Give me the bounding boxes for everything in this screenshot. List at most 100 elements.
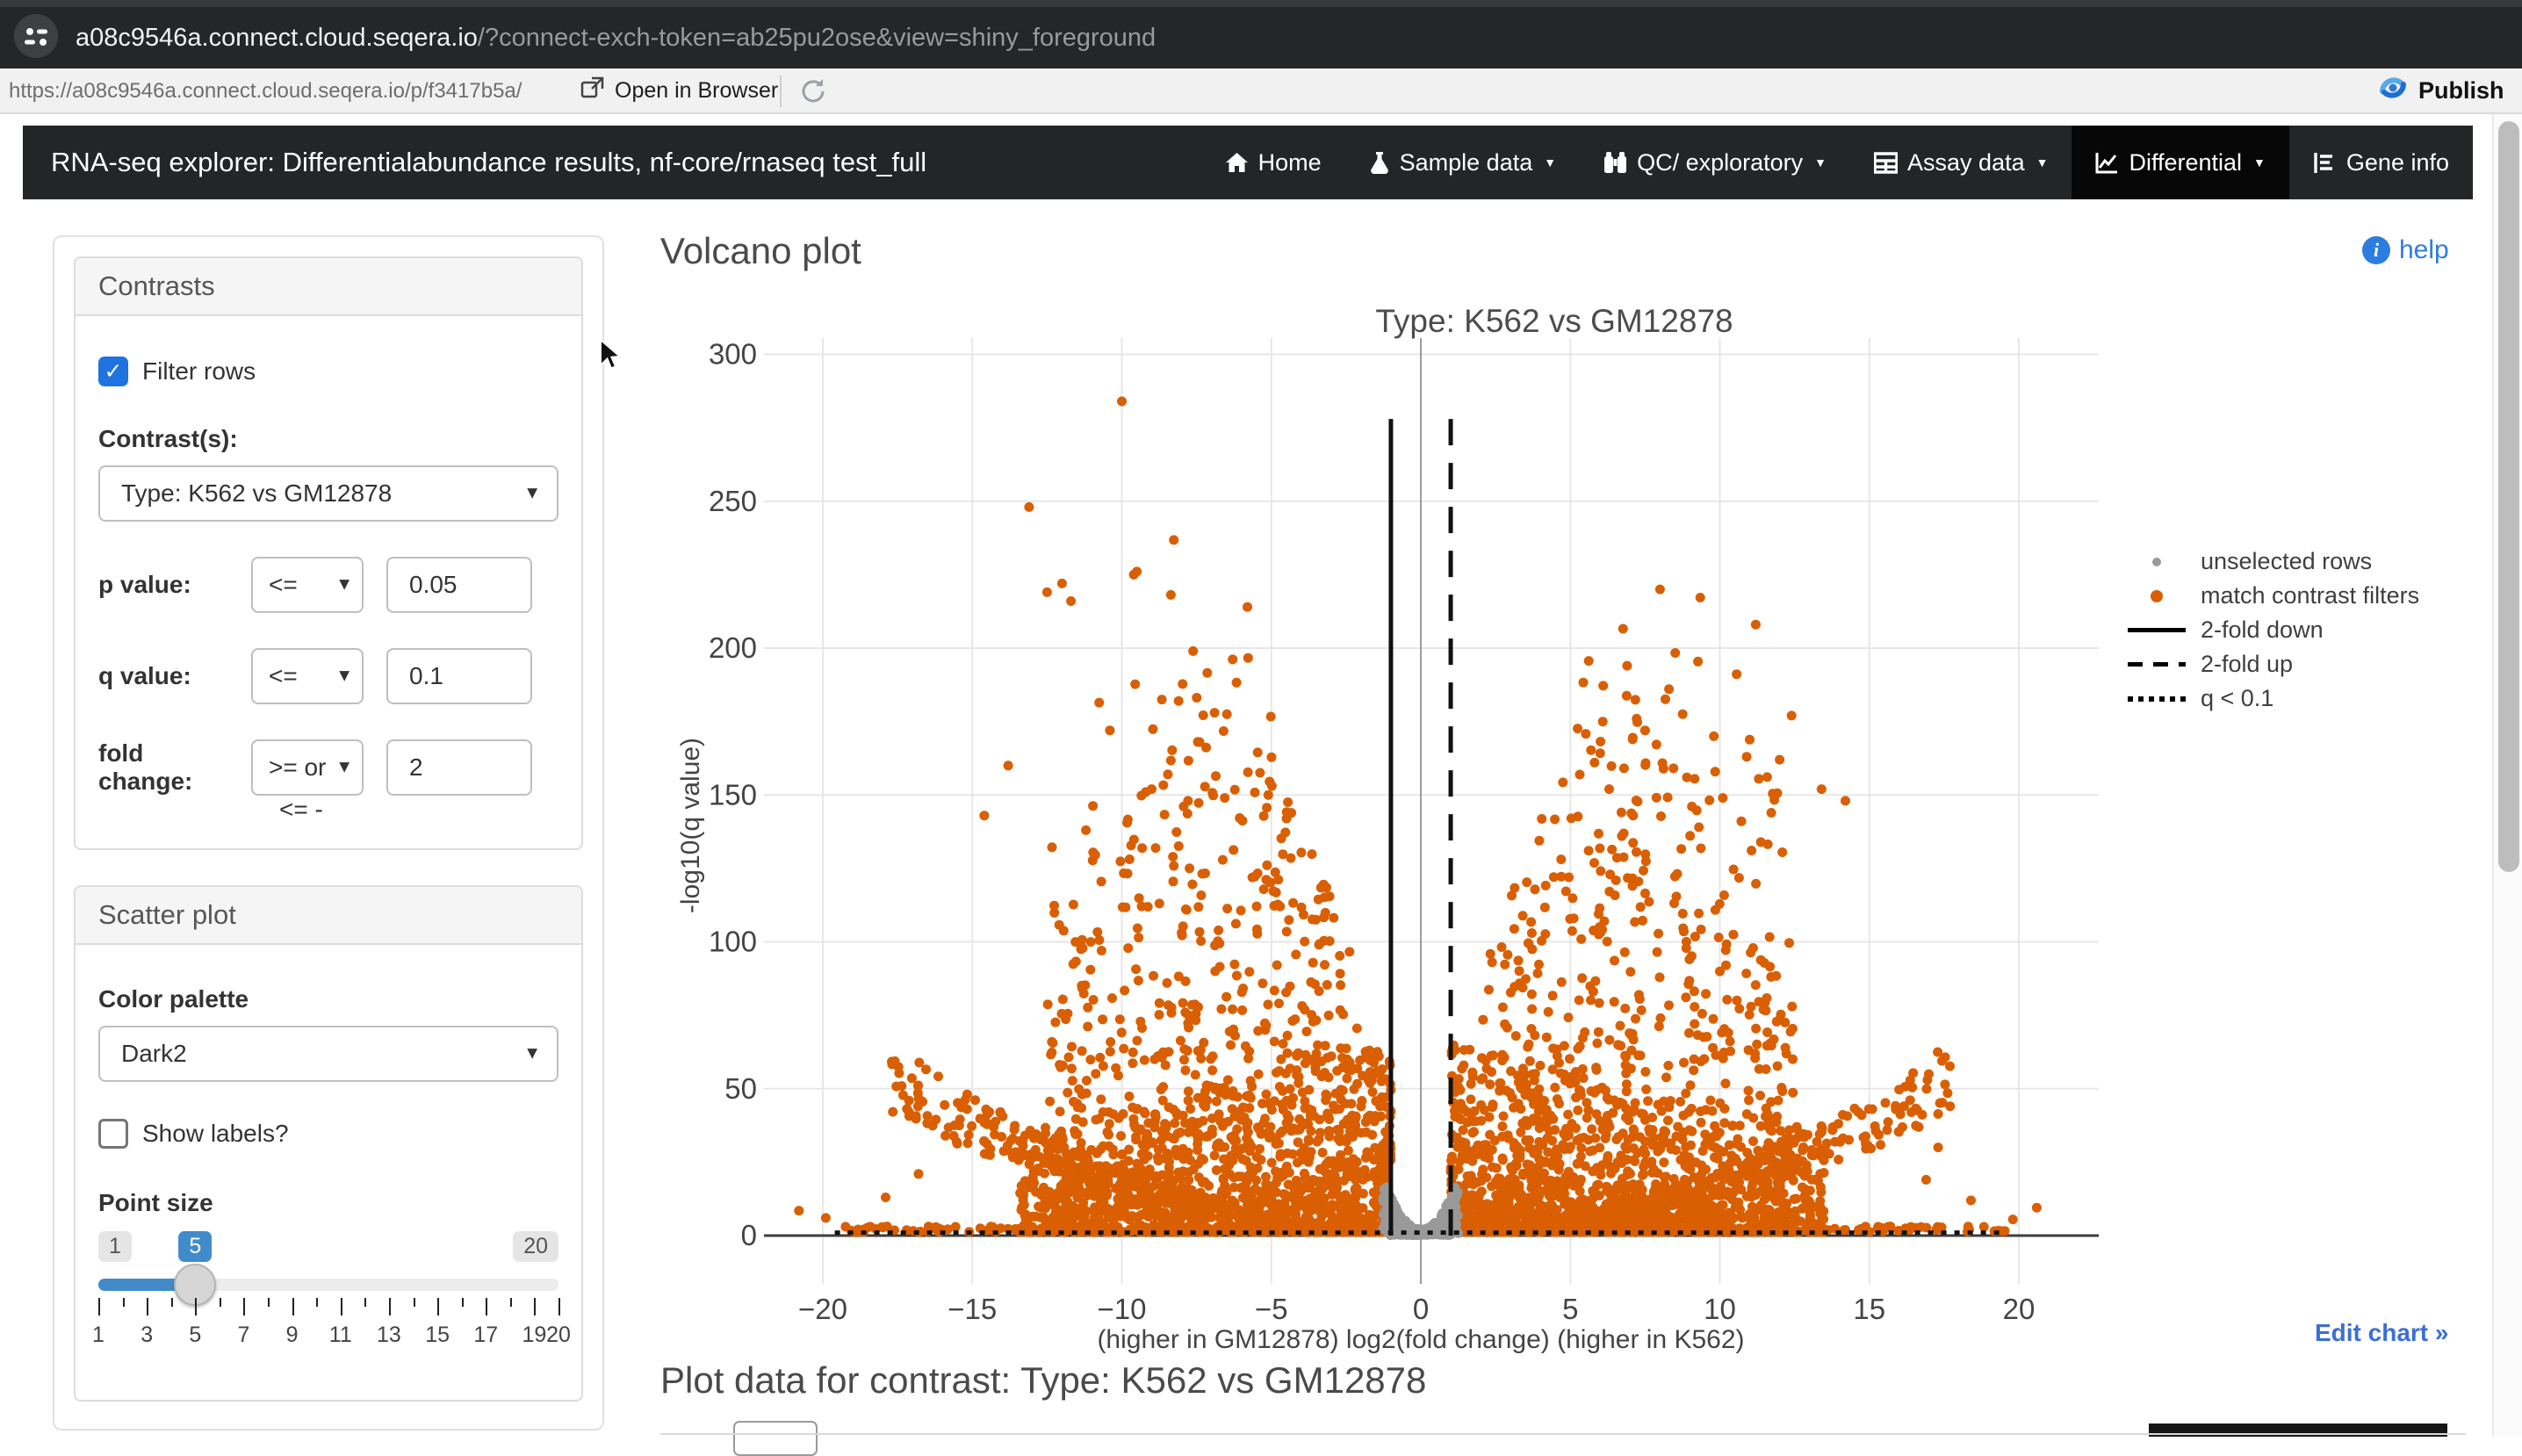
nav-label: Home <box>1258 149 1322 177</box>
fold-change-operator-overflow: <= - <box>279 796 323 824</box>
slider-ticks <box>98 1298 558 1317</box>
grey-dot-icon <box>2125 558 2188 566</box>
table-icon <box>1874 151 1898 175</box>
contrast-label: Contrast(s): <box>98 425 558 453</box>
tab-url-query: /?connect-exch-token=ab25pu2ose&view=shi… <box>478 24 1156 52</box>
legend-item-unselected: unselected rows <box>2125 544 2419 579</box>
address-url: https://a08c9546a.connect.cloud.seqera.i… <box>9 68 522 112</box>
filter-rows-checkbox[interactable]: ✓ <box>98 357 128 386</box>
flask-icon <box>1369 151 1390 175</box>
help-label: help <box>2399 235 2449 265</box>
plot-data-heading: Plot data for contrast: Type: K562 vs GM… <box>660 1359 1426 1402</box>
table-top-border <box>660 1433 2466 1435</box>
open-in-browser-icon <box>580 75 606 107</box>
nav-item-differential[interactable]: Differential ▼ <box>2072 126 2288 199</box>
p-value-label: p value: <box>98 571 228 599</box>
toolbar-divider <box>780 76 782 107</box>
dotted-line-icon <box>2125 696 2188 702</box>
contrast-select[interactable]: Type: K562 vs GM12878 ▼ <box>98 465 558 522</box>
p-value-operator-select[interactable]: <= ▼ <box>251 557 364 613</box>
legend-item-q-threshold: q < 0.1 <box>2125 681 2419 716</box>
tab-favicon-sliders-icon <box>14 14 58 58</box>
scatter-panel-title: Scatter plot <box>76 887 581 945</box>
app-title: RNA-seq explorer: Differentialabundance … <box>23 126 926 199</box>
fold-change-row: fold change: >= or ▼ <= - 2 <box>98 739 558 796</box>
chevron-down-icon: ▼ <box>1544 155 1556 169</box>
q-value-row: q value: <= ▼ 0.1 <box>98 648 558 704</box>
refresh-icon[interactable] <box>797 76 829 112</box>
q-value-label: q value: <box>98 662 228 690</box>
p-value-input[interactable]: 0.05 <box>386 557 532 613</box>
list-icon <box>2313 151 2337 175</box>
slider-min-chip: 1 <box>98 1231 132 1262</box>
nav-label: QC/ exploratory <box>1637 149 1803 177</box>
browser-titlebar: a08c9546a.connect.cloud.seqera.io/?conne… <box>0 0 2522 68</box>
p-value-row: p value: <= ▼ 0.05 <box>98 557 558 613</box>
scatter-plot-panel: Scatter plot Color palette Dark2 ▼ Show … <box>74 885 583 1402</box>
nav-label: Gene info <box>2346 149 2449 177</box>
home-icon <box>1225 151 1249 175</box>
legend-item-match-filters: match contrast filters <box>2125 579 2419 613</box>
binoculars-icon <box>1603 151 1627 175</box>
fold-change-operator-select[interactable]: >= or ▼ <= - <box>251 739 364 796</box>
chevron-down-icon: ▼ <box>1814 155 1827 169</box>
point-size-label: Point size <box>98 1189 558 1217</box>
mouse-cursor <box>599 339 629 378</box>
nav-item-gene-info[interactable]: Gene info <box>2289 126 2473 199</box>
legend-item-2fold-up: 2-fold up <box>2125 647 2419 681</box>
chevron-down-icon: ▼ <box>523 1044 541 1064</box>
nav-label: Assay data <box>1907 149 2025 177</box>
fold-change-input[interactable]: 2 <box>386 739 532 796</box>
contrasts-panel-title: Contrasts <box>76 258 581 316</box>
scrollbar-thumb[interactable] <box>2498 121 2519 872</box>
filter-rows-label: Filter rows <box>142 357 256 386</box>
help-link[interactable]: i help <box>2362 235 2449 265</box>
nav-label: Sample data <box>1400 149 1533 177</box>
fold-change-label: fold change: <box>98 739 228 796</box>
q-value-input[interactable]: 0.1 <box>386 648 532 704</box>
show-labels-checkbox[interactable] <box>98 1119 128 1149</box>
publish-button[interactable]: Publish ▼ <box>2376 68 2522 112</box>
table-page-size-select[interactable] <box>733 1421 818 1456</box>
color-palette-value: Dark2 <box>121 1040 187 1068</box>
solid-line-icon <box>2125 628 2188 632</box>
page-title: Volcano plot <box>660 230 861 272</box>
nav-item-sample-data[interactable]: Sample data ▼ <box>1345 126 1580 199</box>
show-labels-label: Show labels? <box>142 1120 289 1148</box>
nav-item-home[interactable]: Home <box>1201 126 1345 199</box>
show-labels-row: Show labels? <box>98 1119 558 1149</box>
chart-line-icon <box>2095 151 2119 175</box>
chevron-down-icon: ▼ <box>335 758 353 778</box>
browser-toolbar: https://a08c9546a.connect.cloud.seqera.i… <box>0 68 2522 114</box>
page-scrollbar[interactable] <box>2492 114 2522 1437</box>
open-in-browser-button[interactable]: Open in Browser <box>580 68 778 112</box>
q-value-operator-select[interactable]: <= ▼ <box>251 648 364 704</box>
edit-chart-link[interactable]: Edit chart » <box>2315 1319 2448 1347</box>
info-icon: i <box>2362 236 2390 264</box>
chevron-down-icon: ▼ <box>2036 155 2049 169</box>
publish-label: Publish <box>2418 77 2504 105</box>
contrast-select-value: Type: K562 vs GM12878 <box>121 479 392 508</box>
orange-dot-icon <box>2125 590 2188 602</box>
chevron-down-icon: ▼ <box>2253 155 2266 169</box>
open-in-browser-label: Open in Browser <box>615 78 778 104</box>
chevron-down-icon: ▼ <box>523 484 541 504</box>
chevron-down-icon: ▼ <box>335 575 353 595</box>
color-palette-label: Color palette <box>98 985 558 1013</box>
nav-item-qc-exploratory[interactable]: QC/ exploratory ▼ <box>1580 126 1850 199</box>
color-palette-select[interactable]: Dark2 ▼ <box>98 1026 558 1082</box>
contrasts-panel: Contrasts ✓ Filter rows Contrast(s): Typ… <box>74 256 583 850</box>
chevron-down-icon: ▼ <box>335 667 353 687</box>
legend-item-2fold-down: 2-fold down <box>2125 613 2419 647</box>
filter-rows-row: ✓ Filter rows <box>98 357 558 386</box>
plot-legend: unselected rows match contrast filters 2… <box>2125 544 2419 716</box>
nav-menu: Home Sample data ▼ QC/ exploratory ▼ Ass… <box>1201 126 2473 199</box>
slider-max-chip: 20 <box>513 1231 558 1262</box>
sidebar: Contrasts ✓ Filter rows Contrast(s): Typ… <box>53 235 604 1431</box>
nav-item-assay-data[interactable]: Assay data ▼ <box>1850 126 2072 199</box>
nav-label: Differential <box>2129 149 2242 177</box>
tab-url: a08c9546a.connect.cloud.seqera.io/?conne… <box>76 0 1156 68</box>
